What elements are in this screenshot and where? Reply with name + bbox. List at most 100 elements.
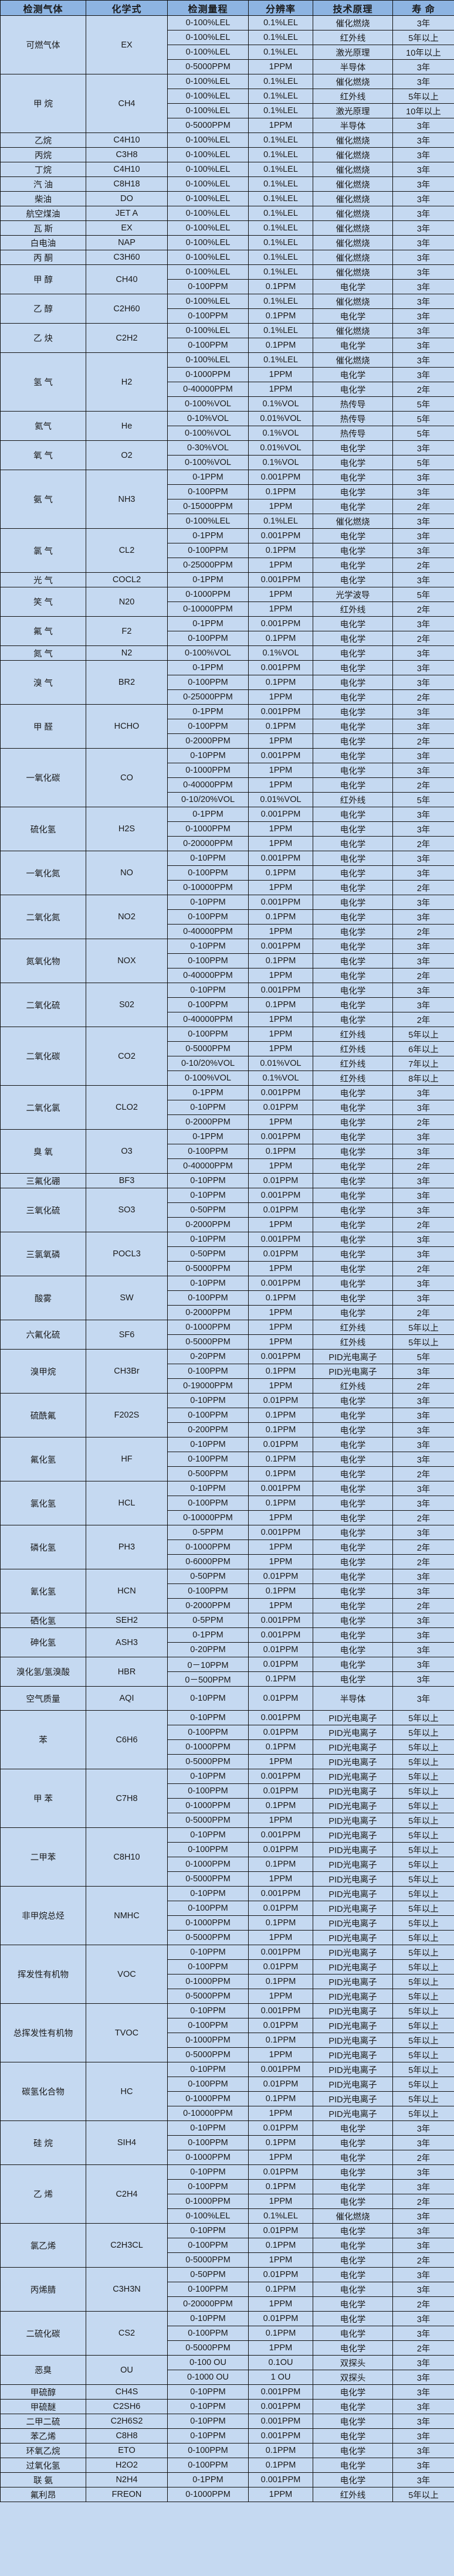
principle-cell: 电化学 [313, 821, 393, 837]
resolution-cell: 0.1PPM [248, 279, 313, 294]
table-row: 硅 烷 SIH4 0-10PPM 0.01PPM 电化学 3年 [0, 2120, 454, 2165]
lifespan-cell: 2年 [392, 1378, 454, 1394]
principle-cell: 电化学 [313, 2252, 393, 2268]
principle-cell: PID光电离子 [313, 1827, 393, 1843]
lifespan-cell: 3年 [392, 132, 454, 148]
lifespan-cell: 3年 [392, 2326, 454, 2341]
principle-cell: 电化学 [313, 528, 393, 543]
table-row: 0-100%LEL 0.1%LEL 催化燃烧 3年 [1, 2208, 454, 2224]
range-cell: 0-100%LEL [167, 323, 249, 338]
range-cell: 0-100PPM [167, 909, 249, 925]
table-row: 0-1000 OU 1 OU 双探头 3年 [1, 2370, 454, 2385]
range-cell: 0-30%VOL [167, 440, 249, 456]
table-row: 0-100%VOL 0.1%VOL 电化学 5年 [1, 455, 454, 470]
table-row: 三氧化硫 SO3 0-10PPM 0.001PPM 电化学 3年 [0, 1188, 454, 1232]
range-cell: 0-10PPM [167, 2164, 249, 2180]
resolution-cell: 0.1PPM [248, 1408, 313, 1423]
range-cell: 0-10PPM [167, 1827, 249, 1843]
resolution-cell: 0.001PPM [248, 807, 313, 822]
range-cell: 0-100PPM [167, 1959, 249, 1975]
range-cell: 0-100%VOL [167, 645, 249, 661]
principle-cell: 电化学 [313, 1261, 393, 1276]
principle-cell: 电化学 [313, 2458, 393, 2473]
range-cell: 0-10PPM [167, 939, 249, 954]
resolution-cell: 1PPM [248, 733, 313, 749]
lifespan-cell: 3年 [392, 1144, 454, 1159]
table-row: 0-100PPM 0.1PPM 电化学 3年 [1, 279, 454, 294]
range-cell: 0-5000PPM [167, 1041, 249, 1056]
range-cell: 0-100%LEL [167, 514, 249, 529]
range-cell: 0-1PPM [167, 1129, 249, 1144]
table-row: 氮氧化物 NOX 0-10PPM 0.001PPM 电化学 3年 [0, 939, 454, 983]
lifespan-cell: 3年 [392, 543, 454, 558]
principle-cell: 电化学 [313, 484, 393, 499]
range-cell: 0-1000PPM [167, 1320, 249, 1335]
lifespan-cell: 2年 [392, 1114, 454, 1130]
formula-cell: FREON [86, 2487, 168, 2502]
resolution-cell: 0.1PPM [248, 1671, 313, 1687]
principle-cell: PID光电离子 [313, 1349, 393, 1364]
principle-cell: 红外线 [313, 1070, 393, 1086]
resolution-cell: 0.1PPM [248, 1974, 313, 1989]
resolution-cell: 0.01PPM [248, 2018, 313, 2033]
lifespan-cell: 3年 [392, 953, 454, 968]
table-row: 0-10000PPM 1PPM 红外线 2年 [1, 601, 454, 617]
principle-cell: 电化学 [313, 719, 393, 734]
gas-name-cell: 碳氢化合物 [0, 2062, 86, 2121]
lifespan-cell: 3年 [392, 440, 454, 456]
lifespan-cell: 3年 [392, 147, 454, 162]
principle-cell: 双探头 [313, 2370, 393, 2385]
range-cell: 0-40000PPM [167, 1012, 249, 1027]
resolution-cell: 1PPM [248, 1554, 313, 1569]
lifespan-cell: 5年以上 [392, 1945, 454, 1960]
resolution-cell: 0.1OU [248, 2355, 313, 2370]
principle-cell: 电化学 [313, 1393, 393, 1408]
table-row: 0-5000PPM 1PPM 电化学 2年 [1, 1261, 454, 1276]
lifespan-cell: 5年以上 [392, 2077, 454, 2092]
table-row: 0-40000PPM 1PPM 电化学 2年 [1, 777, 454, 793]
lifespan-cell: 3年 [392, 865, 454, 881]
formula-cell: N2 [86, 645, 168, 661]
lifespan-cell: 5年以上 [392, 89, 454, 104]
resolution-cell: 1PPM [248, 1871, 313, 1887]
range-cell: 0-100PPM [167, 2238, 249, 2253]
lifespan-cell: 3年 [392, 294, 454, 309]
table-row: 0-1000PPM 0.1PPM PID光电离子 5年以上 [1, 1915, 454, 1931]
gas-name-cell: 可燃气体 [0, 15, 86, 74]
lifespan-cell: 5年以上 [392, 2018, 454, 2033]
lifespan-cell: 3年 [392, 1188, 454, 1203]
range-cell: 0-1000PPM [167, 587, 249, 602]
resolution-cell: 1PPM [248, 1027, 313, 1042]
range-cell: 0-1000PPM [167, 1739, 249, 1755]
principle-cell: PID光电离子 [313, 1754, 393, 1769]
resolution-cell: 0.1PPM [248, 1364, 313, 1379]
range-cell: 0-100PPM [167, 2282, 249, 2297]
range-cell: 0-5000PPM [167, 1754, 249, 1769]
table-row: 0-1000PPM 0.1PPM PID光电离子 5年以上 [1, 2091, 454, 2106]
range-cell: 0-10PPM [167, 2414, 249, 2429]
table-row: 0-100PPM 0.01PPM PID光电离子 5年以上 [1, 1901, 454, 1916]
table-row: 过氧化氢 H2O2 0-100PPM 0.1PPM 电化学 3年 [0, 2458, 454, 2473]
range-cell: 0-100%LEL [167, 30, 249, 45]
table-row: 0-100PPM 0.1PPM 电化学 3年 [1, 675, 454, 690]
range-cell: 0-100%LEL [167, 191, 249, 206]
lifespan-cell: 2年 [392, 2296, 454, 2312]
principle-cell: 半导体 [313, 1686, 393, 1711]
principle-cell: PID光电离子 [313, 1901, 393, 1916]
gas-name-cell: 溴甲烷 [0, 1349, 86, 1394]
resolution-cell: 1PPM [248, 587, 313, 602]
principle-cell: 电化学 [313, 1452, 393, 1467]
lifespan-cell: 3年 [392, 851, 454, 866]
table-row: 航空煤油 JET A 0-100%LEL 0.1%LEL 催化燃烧 3年 [0, 206, 454, 221]
range-cell: 0-10PPM [167, 2399, 249, 2414]
lifespan-cell: 3年 [392, 1246, 454, 1262]
table-row: 乙 烯 C2H4 0-10PPM 0.01PPM 电化学 3年 [0, 2164, 454, 2224]
range-cell: 0-5000PPM [167, 2340, 249, 2356]
principle-cell: 电化学 [313, 572, 393, 587]
resolution-cell: 0.001PPM [248, 983, 313, 998]
table-row: 0-100PPM 0.1PPM 电化学 3年 [1, 865, 454, 881]
table-row: 非甲烷总烃 NMHC 0-10PPM 0.001PPM PID光电离子 5年以上 [0, 1886, 454, 1945]
resolution-cell: 1PPM [248, 1012, 313, 1027]
lifespan-cell: 3年 [392, 2208, 454, 2224]
formula-cell: SEH2 [86, 1613, 168, 1628]
